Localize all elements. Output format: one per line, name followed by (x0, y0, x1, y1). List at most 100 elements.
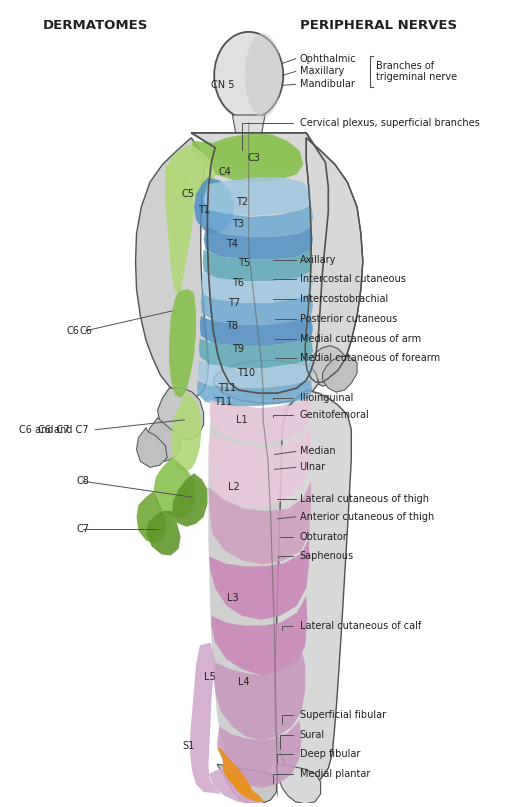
Polygon shape (194, 178, 234, 234)
Polygon shape (154, 458, 196, 519)
Text: T11: T11 (214, 397, 232, 407)
Text: Maxillary: Maxillary (300, 66, 344, 77)
Polygon shape (202, 271, 313, 303)
Polygon shape (192, 133, 303, 182)
Polygon shape (203, 227, 313, 260)
Text: C3: C3 (247, 153, 260, 162)
Text: Intercostal cutaneous: Intercostal cutaneous (300, 274, 405, 284)
Text: Sural: Sural (300, 730, 325, 739)
Text: L3: L3 (226, 593, 238, 603)
Text: T8: T8 (226, 321, 238, 331)
Polygon shape (191, 133, 328, 393)
Polygon shape (169, 289, 196, 398)
Polygon shape (209, 538, 309, 620)
Polygon shape (165, 165, 194, 291)
Text: CN 5: CN 5 (211, 81, 234, 90)
Polygon shape (217, 748, 252, 794)
Polygon shape (209, 481, 311, 564)
Polygon shape (209, 400, 311, 444)
Polygon shape (209, 428, 311, 507)
Text: C7: C7 (76, 524, 89, 533)
Text: Branches of
trigeminal nerve: Branches of trigeminal nerve (376, 61, 458, 82)
Text: C6: C6 (79, 326, 92, 336)
Polygon shape (157, 388, 203, 440)
Polygon shape (213, 136, 300, 170)
Polygon shape (213, 361, 319, 403)
Text: Lateral cutaneous of calf: Lateral cutaneous of calf (300, 621, 421, 631)
Polygon shape (201, 293, 313, 325)
Text: T4: T4 (226, 239, 238, 249)
Polygon shape (172, 473, 208, 527)
Text: Medial cutaneous of arm: Medial cutaneous of arm (300, 333, 420, 344)
Text: Anterior cutaneous of thigh: Anterior cutaneous of thigh (300, 512, 434, 522)
Text: S1: S1 (182, 742, 195, 751)
Polygon shape (217, 764, 277, 804)
Text: Superficial fibular: Superficial fibular (300, 709, 385, 720)
Text: T10: T10 (237, 368, 255, 378)
Text: Posterior cutaneous: Posterior cutaneous (300, 314, 397, 324)
Polygon shape (211, 596, 307, 675)
Polygon shape (137, 491, 167, 544)
Ellipse shape (245, 33, 281, 118)
Text: T2: T2 (236, 197, 248, 207)
Polygon shape (206, 204, 313, 236)
Text: Intercostobrachial: Intercostobrachial (300, 294, 388, 304)
Text: L4: L4 (238, 677, 249, 687)
Text: T3: T3 (232, 219, 244, 229)
Polygon shape (203, 249, 313, 282)
Text: C6 and C7: C6 and C7 (18, 424, 69, 435)
Text: Medial cutaneous of forearm: Medial cutaneous of forearm (300, 353, 440, 363)
Text: T7: T7 (228, 298, 241, 308)
Polygon shape (167, 144, 215, 197)
Text: Ulnar: Ulnar (300, 462, 326, 472)
Polygon shape (209, 768, 261, 804)
Polygon shape (171, 392, 202, 471)
Polygon shape (307, 345, 346, 387)
Text: T11: T11 (218, 383, 236, 393)
Text: Mandibular: Mandibular (300, 79, 355, 90)
Text: C6 and C7: C6 and C7 (38, 424, 89, 435)
Text: Saphenous: Saphenous (300, 551, 354, 562)
Text: C4: C4 (218, 167, 231, 178)
Text: Axillary: Axillary (300, 254, 336, 265)
Polygon shape (190, 642, 221, 794)
Text: L1: L1 (236, 415, 248, 424)
Polygon shape (213, 650, 305, 741)
Polygon shape (135, 138, 209, 397)
Polygon shape (221, 764, 265, 802)
Polygon shape (199, 339, 313, 368)
Text: T6: T6 (232, 278, 244, 288)
Text: T5: T5 (238, 258, 250, 269)
Text: Medial plantar: Medial plantar (300, 769, 370, 779)
Polygon shape (323, 357, 357, 392)
Text: C5: C5 (182, 189, 195, 199)
Ellipse shape (214, 32, 283, 119)
Text: T9: T9 (232, 344, 244, 353)
Polygon shape (217, 721, 301, 788)
Text: Ophthalmic: Ophthalmic (300, 53, 356, 64)
Polygon shape (215, 357, 323, 390)
Text: Lateral cutaneous of thigh: Lateral cutaneous of thigh (300, 494, 428, 504)
Text: Ilioinguinal: Ilioinguinal (300, 393, 353, 403)
Text: C8: C8 (76, 476, 89, 486)
Text: T1: T1 (198, 205, 210, 215)
Polygon shape (232, 115, 265, 136)
Polygon shape (209, 388, 313, 780)
Polygon shape (305, 138, 363, 383)
Text: PERIPHERAL NERVES: PERIPHERAL NERVES (300, 19, 457, 32)
Text: Obturator: Obturator (300, 532, 347, 541)
Polygon shape (203, 178, 311, 216)
Text: Genitofemoral: Genitofemoral (300, 410, 369, 420)
Text: Cervical plexus, superficial branches: Cervical plexus, superficial branches (300, 118, 479, 128)
Polygon shape (137, 428, 167, 467)
Polygon shape (200, 316, 313, 346)
Polygon shape (198, 361, 313, 388)
Polygon shape (197, 380, 312, 406)
Polygon shape (275, 390, 351, 784)
Polygon shape (276, 764, 321, 804)
Text: Median: Median (300, 446, 335, 457)
Polygon shape (146, 511, 180, 555)
Text: L2: L2 (229, 482, 240, 492)
Text: C6: C6 (66, 326, 79, 336)
Polygon shape (146, 418, 180, 462)
